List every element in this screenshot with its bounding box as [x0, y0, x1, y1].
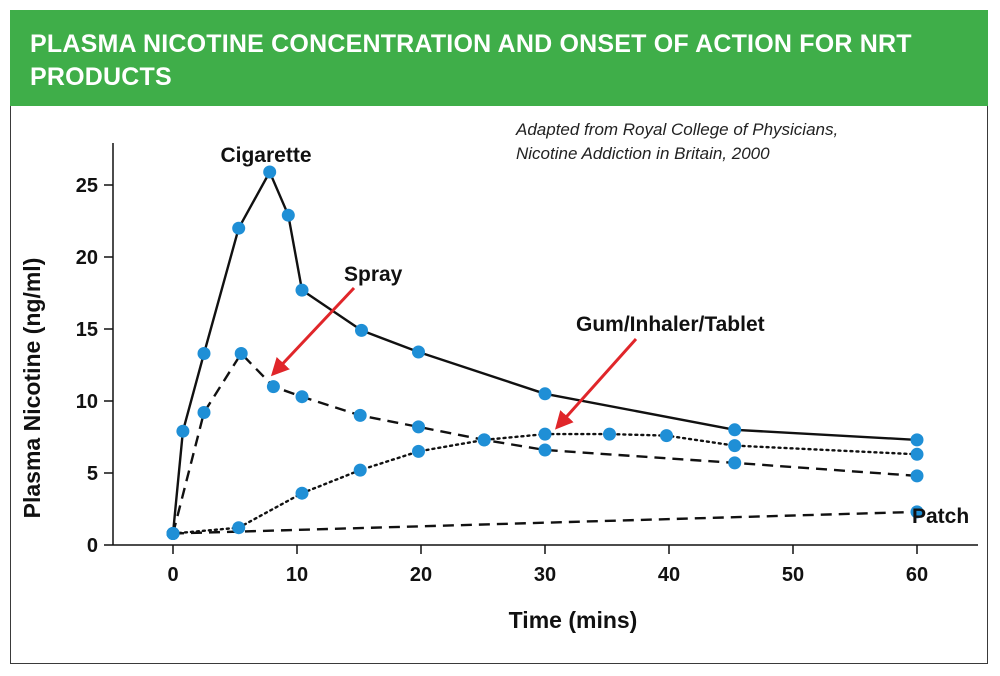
cigarette-point — [281, 208, 295, 222]
series-lines — [171, 170, 919, 535]
spray-point — [538, 443, 552, 457]
patch-point — [910, 505, 924, 519]
patch-point — [166, 527, 180, 540]
patch-label: Patch — [912, 505, 969, 528]
cigarette-point — [355, 323, 368, 337]
axes: 0 5 10 15 20 25 0 10 20 30 40 50 60 — [76, 143, 978, 586]
spray-point — [295, 390, 309, 404]
gum-inhaler-tablet-label: Gum/Inhaler/Tablet — [576, 313, 765, 336]
x-tick-label: 60 — [906, 564, 928, 586]
x-tick-label: 10 — [286, 564, 308, 586]
gum-inhaler-tablet-point — [353, 463, 367, 477]
chart-title: PLASMA NICOTINE CONCENTRATION AND ONSET … — [30, 30, 912, 91]
patch-line — [172, 510, 918, 535]
gum-inhaler-tablet-line — [171, 432, 919, 535]
spray-point — [234, 347, 248, 360]
y-axis-label: Plasma Nicotine (ng/ml) — [19, 258, 45, 519]
y-tick-label: 0 — [87, 535, 98, 557]
gum-inhaler-tablet-point — [603, 427, 616, 441]
gum-inhaler-tablet-point — [412, 444, 425, 458]
data-points — [166, 165, 924, 540]
gum-inhaler-tablet-point — [538, 427, 552, 441]
cigarette-point — [295, 283, 309, 297]
spray-point — [910, 469, 924, 483]
cigarette-point — [232, 221, 246, 235]
gum-inhaler-tablet-point — [232, 521, 246, 535]
spray-point — [728, 456, 742, 470]
x-tick-label: 20 — [410, 564, 432, 586]
gum-inhaler-tablet-point — [728, 439, 742, 453]
x-tick-label: 30 — [534, 564, 556, 586]
cigarette-label: Cigarette — [220, 144, 311, 167]
gum-inhaler-tablet-point — [295, 486, 309, 500]
cigarette-point — [538, 387, 552, 401]
cigarette-point — [176, 424, 190, 438]
source-citation: Adapted from Royal College of Physicians… — [516, 118, 976, 166]
annotation-arrows — [270, 286, 638, 430]
gum-inhaler-tablet-point — [910, 447, 924, 461]
gum-inhaler-tablet-point — [660, 429, 673, 443]
y-tick-label: 25 — [76, 175, 98, 197]
spray-arrow — [270, 286, 356, 377]
spray-point — [353, 408, 367, 422]
x-tick-label: 50 — [782, 564, 804, 586]
spray-point — [266, 380, 280, 394]
chart-frame — [10, 10, 988, 664]
y-tick-label: 15 — [76, 319, 98, 341]
spray-point — [412, 420, 425, 434]
series-labels: Cigarette Spray Gum/Inhaler/Tablet Patch — [220, 144, 969, 528]
cigarette-point — [728, 423, 742, 437]
gum-inhaler-tablet-point — [477, 433, 491, 447]
x-tick-label: 40 — [658, 564, 680, 586]
cigarette-point — [910, 433, 924, 447]
gum-inhaler-tablet-arrow — [555, 338, 638, 430]
spray-point — [197, 406, 211, 419]
source-line-1: Adapted from Royal College of Physicians… — [516, 120, 839, 139]
y-tick-label: 5 — [87, 463, 98, 485]
y-tick-label: 20 — [76, 247, 98, 269]
cigarette-line — [171, 170, 918, 534]
title-banner: PLASMA NICOTINE CONCENTRATION AND ONSET … — [10, 10, 988, 106]
cigarette-point — [197, 347, 211, 360]
x-axis-label: Time (mins) — [509, 607, 638, 633]
source-line-2: Nicotine Addiction in Britain, 2000 — [516, 144, 770, 163]
cigarette-point — [412, 345, 425, 359]
y-tick-label: 10 — [76, 391, 98, 413]
spray-label: Spray — [344, 263, 403, 286]
cigarette-point — [263, 165, 277, 179]
x-tick-label: 0 — [167, 564, 178, 586]
